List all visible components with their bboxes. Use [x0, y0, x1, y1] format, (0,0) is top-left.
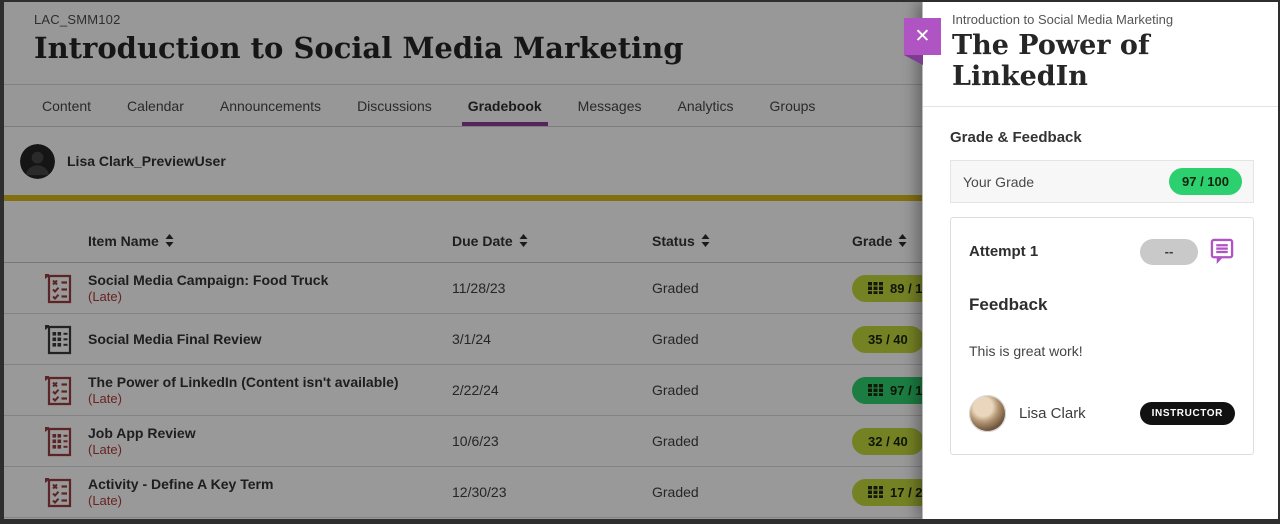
- column-header-due-date[interactable]: Due Date: [452, 233, 652, 249]
- panel-item-title: The Power of LinkedIn: [952, 30, 1150, 92]
- feedback-heading: Feedback: [969, 295, 1048, 314]
- item-name-link[interactable]: Activity - Define A Key Term: [88, 475, 274, 492]
- app-window: LAC_SMM102 Introduction to Social Media …: [4, 2, 1278, 519]
- instructor-badge: INSTRUCTOR: [1139, 402, 1235, 425]
- your-grade-row: Your Grade 97 / 100: [950, 160, 1254, 203]
- instructor-row: Lisa Clark INSTRUCTOR: [969, 395, 1235, 432]
- late-label: (Late): [88, 391, 122, 407]
- item-name-link[interactable]: Job App Review: [88, 424, 196, 441]
- your-grade-label: Your Grade: [963, 173, 1035, 190]
- test-icon: [42, 425, 74, 457]
- grade-value: 32 / 40: [868, 433, 908, 449]
- tab-analytics[interactable]: Analytics: [677, 97, 734, 114]
- column-header-grade[interactable]: Grade: [852, 233, 1278, 249]
- status: Graded: [652, 382, 699, 398]
- due-date: 3/1/24: [452, 331, 491, 347]
- tab-content[interactable]: Content: [42, 97, 92, 114]
- item-name-cell: Activity - Define A Key Term (Late): [42, 476, 452, 508]
- feedback-text: This is great work!: [969, 343, 1083, 359]
- feedback-comment-icon[interactable]: [1210, 238, 1235, 265]
- late-label: (Late): [88, 442, 122, 458]
- tab-announcements[interactable]: Announcements: [219, 97, 322, 114]
- item-name-cell: Social Media Final Review: [42, 323, 452, 355]
- item-name-cell: Social Media Campaign: Food Truck (Late): [42, 272, 452, 304]
- sort-icon: [701, 234, 710, 247]
- due-date: 10/6/23: [452, 433, 499, 449]
- grades-table-header: Item Name Due Date Status Grade: [4, 219, 1278, 263]
- item-name-cell: The Power of LinkedIn (Content isn't ava…: [42, 374, 452, 406]
- assignment-icon: [42, 476, 74, 508]
- status: Graded: [652, 331, 699, 347]
- rubric-icon: [868, 486, 883, 498]
- tab-calendar[interactable]: Calendar: [127, 97, 184, 114]
- status: Graded: [652, 280, 699, 296]
- late-label: (Late): [88, 289, 122, 305]
- grade-pill[interactable]: 35 / 40: [852, 325, 924, 353]
- status: Graded: [652, 433, 699, 449]
- assignment-icon: [42, 272, 74, 304]
- tab-messages[interactable]: Messages: [577, 97, 642, 114]
- sort-icon: [898, 234, 907, 247]
- student-avatar: [20, 143, 55, 179]
- grade-value: 17 / 20: [890, 484, 930, 500]
- instructor-name: Lisa Clark: [1019, 405, 1086, 422]
- attempt-header: Attempt 1 --: [969, 238, 1235, 265]
- test-icon: [42, 323, 74, 355]
- item-name-link[interactable]: Social Media Final Review: [88, 330, 262, 347]
- column-header-item-name[interactable]: Item Name: [42, 233, 452, 249]
- your-grade-pill: 97 / 100: [1169, 168, 1242, 195]
- assignment-icon: [42, 374, 74, 406]
- grade-detail-panel: ✕ Introduction to Social Media Marketing…: [904, 2, 1278, 519]
- item-name-cell: Job App Review (Late): [42, 425, 452, 457]
- rubric-icon: [868, 282, 883, 294]
- panel-body: Grade & Feedback Your Grade 97 / 100 Att…: [923, 107, 1278, 455]
- column-header-status[interactable]: Status: [652, 233, 852, 249]
- panel-header: Introduction to Social Media Marketing T…: [923, 2, 1278, 107]
- rubric-icon: [868, 384, 883, 396]
- due-date: 11/28/23: [452, 280, 506, 296]
- tab-groups[interactable]: Groups: [769, 97, 816, 114]
- due-date: 2/22/24: [452, 382, 499, 398]
- late-label: (Late): [88, 493, 122, 509]
- attempt-card: Attempt 1 -- Feedback: [950, 217, 1254, 455]
- tab-gradebook[interactable]: Gradebook: [456, 85, 554, 126]
- attempt-grade-pill[interactable]: --: [1140, 238, 1198, 265]
- ribbon-fold: [904, 55, 923, 65]
- item-name-link[interactable]: Social Media Campaign: Food Truck: [88, 271, 329, 288]
- tab-discussions[interactable]: Discussions: [357, 97, 432, 114]
- instructor-avatar: [969, 395, 1006, 432]
- item-name-link[interactable]: The Power of LinkedIn (Content isn't ava…: [88, 373, 399, 390]
- sort-icon: [519, 234, 528, 247]
- accent-gold-bar: [4, 195, 1278, 201]
- close-panel-button[interactable]: ✕: [904, 18, 941, 55]
- grade-feedback-heading: Grade & Feedback: [950, 129, 1082, 146]
- grade-pill[interactable]: 32 / 40: [852, 427, 924, 455]
- attempt-label: Attempt 1: [969, 243, 1039, 260]
- course-id: LAC_SMM102: [34, 12, 121, 27]
- course-title: Introduction to Social Media Marketing: [34, 31, 684, 65]
- grade-value: 35 / 40: [868, 331, 908, 347]
- student-name: Lisa Clark_PreviewUser: [67, 153, 226, 169]
- status: Graded: [652, 484, 699, 500]
- due-date: 12/30/23: [452, 484, 507, 500]
- panel-course-title: Introduction to Social Media Marketing: [952, 12, 1174, 27]
- sort-icon: [165, 234, 174, 247]
